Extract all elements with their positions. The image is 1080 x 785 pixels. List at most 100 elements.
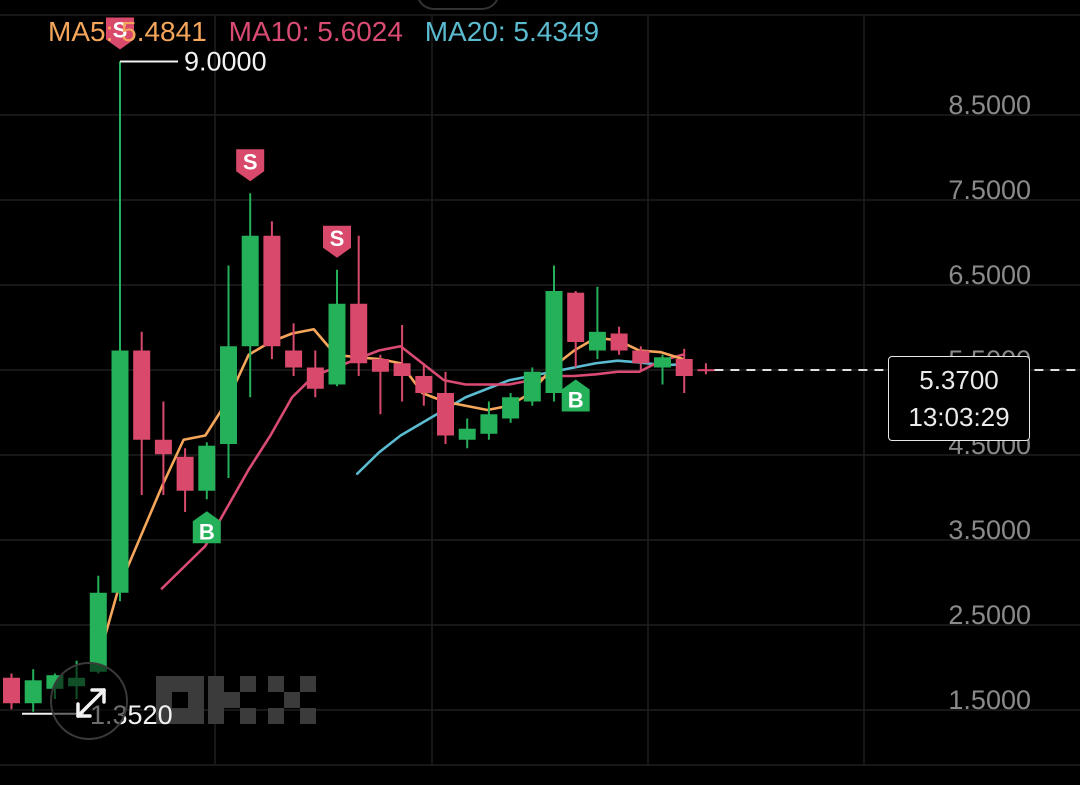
candle-body: [285, 350, 303, 368]
candle-up: [588, 286, 606, 359]
candle-body: [241, 235, 259, 347]
candle-body: [111, 350, 129, 593]
candle-down: [306, 350, 324, 398]
candle-body: [437, 393, 454, 436]
sell-marker: S: [323, 225, 351, 258]
fullscreen-button[interactable]: [50, 662, 128, 740]
candle-body: [654, 357, 671, 368]
candle-body: [632, 350, 650, 364]
candle-up: [545, 265, 563, 402]
current-price-box: 5.3700 13:03:29: [888, 356, 1030, 441]
current-price-label: 5.3700: [919, 365, 999, 395]
candle-body: [502, 397, 520, 419]
y-tick-label: 3.5000: [948, 515, 1031, 545]
sell-marker-badge: [323, 225, 351, 258]
buy-marker-label: B: [199, 519, 215, 544]
legend-ma20: MA20: 5.4349: [424, 16, 600, 47]
candle-down: [263, 221, 281, 359]
candle-up: [480, 401, 498, 440]
watermark-block: [208, 676, 224, 692]
candle-body: [263, 235, 281, 347]
okx-watermark: [156, 676, 316, 724]
candle-down: [675, 348, 693, 393]
candle-up: [502, 393, 520, 423]
candle-down: [567, 291, 585, 368]
sell-marker-label: S: [113, 18, 128, 43]
candle-body: [133, 350, 151, 440]
watermark-block: [268, 676, 284, 692]
candle-up: [328, 269, 346, 387]
legend-ma10: MA10: 5.6024: [228, 16, 403, 47]
candle-body: [89, 592, 107, 672]
candle-down: [393, 325, 411, 402]
candle-body: [371, 359, 389, 372]
candle-up: [654, 354, 671, 385]
candle-body: [220, 346, 237, 444]
candle-body: [458, 428, 476, 440]
candle-body: [610, 333, 628, 351]
buy-marker: B: [192, 511, 221, 544]
candle-body: [3, 677, 20, 704]
ma10-line: [160, 344, 685, 590]
candle-body: [154, 439, 172, 455]
moving-average-lines: [95, 327, 685, 667]
expand-icon: [76, 688, 106, 718]
y-tick-label: 1.5000: [948, 685, 1031, 715]
ma5-line: [95, 327, 685, 667]
trade-markers: S S S B B: [106, 17, 590, 544]
watermark-block: [240, 676, 256, 692]
sell-marker: S: [236, 149, 265, 182]
candle-body: [176, 456, 194, 491]
sell-marker-label: S: [330, 226, 345, 251]
top-handle: [416, 0, 500, 10]
watermark-block: [208, 708, 224, 724]
candle-down: [632, 346, 650, 372]
candle-up: [220, 265, 237, 478]
buy-marker-badge: [192, 511, 221, 544]
candle-down: [3, 673, 20, 710]
candle-body: [306, 367, 324, 389]
candle-up: [458, 418, 476, 449]
candle-body: [588, 331, 606, 351]
sell-marker: S: [106, 17, 134, 50]
y-tick-label: 8.5000: [948, 90, 1031, 120]
candle-down: [133, 331, 151, 495]
candle-body: [328, 303, 346, 385]
watermark-block: [300, 676, 316, 692]
watermark-block: [268, 708, 284, 724]
candle-down: [350, 235, 368, 376]
candle-down: [154, 401, 172, 495]
candle-body: [350, 303, 368, 364]
watermark-block: [300, 708, 316, 724]
candle-down: [437, 371, 454, 444]
candle-body: [393, 363, 411, 376]
candle-up: [523, 367, 541, 406]
candle-body: [480, 414, 498, 434]
ma-legend: MA5: 5.4841 MA10: 5.6024 MA20: 5.4349: [48, 16, 613, 48]
candle-up: [24, 669, 42, 712]
candle-body: [697, 369, 715, 372]
candle-down: [176, 448, 194, 512]
candle-down: [371, 354, 389, 415]
candle-countdown: 13:03:29: [908, 402, 1010, 432]
candle-body: [675, 359, 693, 376]
candle-up: [111, 61, 129, 602]
candle-up: [241, 193, 259, 398]
candle-body: [567, 292, 585, 342]
high-price-label: 9.0000: [184, 47, 267, 77]
candles: [3, 61, 715, 712]
y-tick-label: 2.5000: [948, 600, 1031, 630]
ma20-line: [355, 359, 685, 476]
buy-marker-label: B: [568, 388, 584, 413]
candle-body: [198, 445, 216, 491]
candle-body: [24, 680, 42, 704]
watermark-block: [224, 692, 240, 708]
sell-marker-badge: [106, 17, 134, 50]
watermark-block: [208, 692, 224, 708]
candle-down: [285, 323, 303, 376]
legend-ma5: MA5: 5.4841: [48, 16, 207, 47]
watermark-block: [284, 692, 300, 708]
candle-down: [697, 363, 715, 375]
y-tick-label: 7.5000: [948, 175, 1031, 205]
